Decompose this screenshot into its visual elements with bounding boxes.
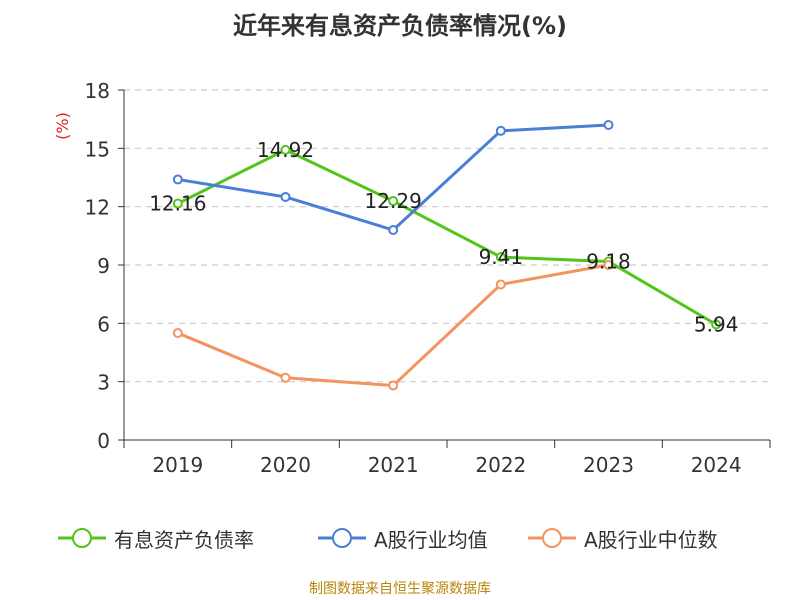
y-axis-label: (%) bbox=[53, 112, 72, 140]
legend-item[interactable]: 有息资产负债率 bbox=[58, 518, 254, 558]
data-point bbox=[280, 372, 291, 383]
data-point bbox=[495, 279, 506, 290]
data-point bbox=[603, 120, 614, 130]
data-label: 12.16 bbox=[149, 192, 206, 216]
legend-marker-icon bbox=[528, 528, 576, 548]
legend-marker-icon bbox=[318, 528, 366, 548]
data-point bbox=[711, 319, 722, 330]
y-tick-label: 12 bbox=[85, 196, 110, 220]
data-point bbox=[172, 174, 183, 185]
data-label: 9.18 bbox=[586, 250, 631, 274]
data-point bbox=[172, 328, 183, 339]
legend-label: 有息资产负债率 bbox=[114, 527, 254, 552]
data-point bbox=[495, 252, 506, 263]
y-tick-label: 3 bbox=[97, 371, 110, 395]
legend-label: A股行业均值 bbox=[374, 527, 488, 552]
y-tick-label: 15 bbox=[85, 137, 110, 161]
data-point bbox=[280, 191, 291, 202]
series-line-2 bbox=[177, 263, 609, 388]
data-label: 9.41 bbox=[479, 245, 524, 269]
chart-title: 近年来有息资产负债率情况(%) bbox=[233, 12, 567, 40]
x-tick-label: 2020 bbox=[260, 453, 311, 477]
x-tick-label: 2022 bbox=[475, 453, 526, 477]
data-point bbox=[388, 196, 399, 207]
data-label: 14.92 bbox=[257, 138, 314, 162]
chart-legend: 有息资产负债率 A股行业均值 A股行业中位数 bbox=[0, 518, 800, 558]
legend-item[interactable]: A股行业中位数 bbox=[528, 518, 718, 558]
data-label: 12.29 bbox=[365, 189, 422, 213]
y-tick-label: 6 bbox=[97, 312, 110, 336]
legend-label: A股行业中位数 bbox=[584, 527, 718, 552]
legend-item[interactable]: A股行业均值 bbox=[318, 518, 488, 558]
x-tick-label: 2021 bbox=[368, 453, 419, 477]
y-tick-label: 0 bbox=[97, 429, 110, 453]
legend-marker-icon bbox=[58, 528, 106, 548]
data-point bbox=[388, 225, 399, 235]
y-tick-label: 9 bbox=[97, 254, 110, 278]
x-tick-label: 2024 bbox=[691, 453, 742, 477]
y-tick-label: 18 bbox=[85, 79, 110, 103]
data-point bbox=[280, 144, 291, 155]
data-point bbox=[388, 380, 399, 391]
data-point bbox=[495, 125, 506, 136]
data-source-note: 制图数据来自恒生聚源数据库 bbox=[309, 581, 491, 597]
data-point bbox=[603, 260, 614, 270]
data-label: 5.94 bbox=[694, 313, 739, 337]
series-line-1 bbox=[177, 123, 609, 232]
series-line-0 bbox=[177, 148, 717, 326]
x-tick-label: 2023 bbox=[583, 453, 634, 477]
x-tick-label: 2019 bbox=[152, 453, 203, 477]
data-point bbox=[172, 198, 183, 209]
